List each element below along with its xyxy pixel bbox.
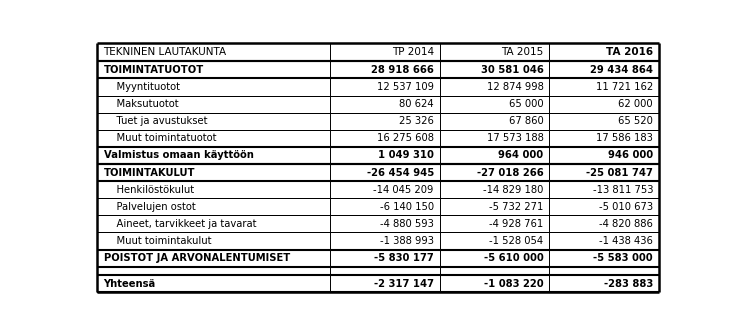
Text: -5 010 673: -5 010 673 [599, 202, 653, 212]
Text: -1 438 436: -1 438 436 [599, 236, 653, 246]
Text: Tuet ja avustukset: Tuet ja avustukset [103, 116, 207, 126]
Text: TEKNINEN LAUTAKUNTA: TEKNINEN LAUTAKUNTA [103, 47, 227, 57]
Text: 30 581 046: 30 581 046 [481, 65, 543, 75]
Text: 946 000: 946 000 [608, 150, 653, 160]
Text: -4 820 886: -4 820 886 [599, 219, 653, 229]
Text: -26 454 945: -26 454 945 [366, 168, 434, 178]
Text: TP 2014: TP 2014 [391, 47, 434, 57]
Text: -13 811 753: -13 811 753 [593, 185, 653, 195]
Text: 11 721 162: 11 721 162 [595, 82, 653, 92]
Text: Henkilöstökulut: Henkilöstökulut [103, 185, 194, 195]
Text: TA 2016: TA 2016 [606, 47, 653, 57]
Text: TA 2015: TA 2015 [501, 47, 543, 57]
Text: -1 388 993: -1 388 993 [380, 236, 434, 246]
Text: -5 830 177: -5 830 177 [374, 253, 434, 263]
Text: -27 018 266: -27 018 266 [477, 168, 543, 178]
Text: 12 537 109: 12 537 109 [377, 82, 434, 92]
Text: Muut toimintakulut: Muut toimintakulut [103, 236, 211, 246]
Text: 65 000: 65 000 [509, 99, 543, 109]
Text: 29 434 864: 29 434 864 [590, 65, 653, 75]
Text: Yhteensä: Yhteensä [103, 279, 156, 289]
Text: 62 000: 62 000 [618, 99, 653, 109]
Text: Aineet, tarvikkeet ja tavarat: Aineet, tarvikkeet ja tavarat [103, 219, 256, 229]
Text: -5 732 271: -5 732 271 [489, 202, 543, 212]
Text: Myyntituotot: Myyntituotot [103, 82, 180, 92]
Text: 16 275 608: 16 275 608 [377, 133, 434, 143]
Text: -283 883: -283 883 [604, 279, 653, 289]
Text: 28 918 666: 28 918 666 [371, 65, 434, 75]
Text: 964 000: 964 000 [498, 150, 543, 160]
Text: POISTOT JA ARVONALENTUMISET: POISTOT JA ARVONALENTUMISET [103, 253, 290, 263]
Text: -5 610 000: -5 610 000 [483, 253, 543, 263]
Text: Maksutuotot: Maksutuotot [103, 99, 178, 109]
Text: -2 317 147: -2 317 147 [374, 279, 434, 289]
Text: -25 081 747: -25 081 747 [586, 168, 653, 178]
Text: 17 586 183: 17 586 183 [596, 133, 653, 143]
Text: Palvelujen ostot: Palvelujen ostot [103, 202, 195, 212]
Text: 1 049 310: 1 049 310 [378, 150, 434, 160]
Text: 17 573 188: 17 573 188 [486, 133, 543, 143]
Text: -14 045 209: -14 045 209 [374, 185, 434, 195]
Text: 12 874 998: 12 874 998 [486, 82, 543, 92]
Text: -1 528 054: -1 528 054 [489, 236, 543, 246]
Text: TOIMINTAKULUT: TOIMINTAKULUT [103, 168, 195, 178]
Text: -6 140 150: -6 140 150 [380, 202, 434, 212]
Text: -5 583 000: -5 583 000 [593, 253, 653, 263]
Text: Valmistus omaan käyttöön: Valmistus omaan käyttöön [103, 150, 254, 160]
Text: Muut toimintatuotot: Muut toimintatuotot [103, 133, 216, 143]
Text: -1 083 220: -1 083 220 [483, 279, 543, 289]
Text: 25 326: 25 326 [399, 116, 434, 126]
Text: -4 880 593: -4 880 593 [380, 219, 434, 229]
Text: 80 624: 80 624 [399, 99, 434, 109]
Text: -14 829 180: -14 829 180 [483, 185, 543, 195]
Text: 65 520: 65 520 [618, 116, 653, 126]
Text: TOIMINTATUOTOT: TOIMINTATUOTOT [103, 65, 204, 75]
Text: 67 860: 67 860 [509, 116, 543, 126]
Text: -4 928 761: -4 928 761 [489, 219, 543, 229]
